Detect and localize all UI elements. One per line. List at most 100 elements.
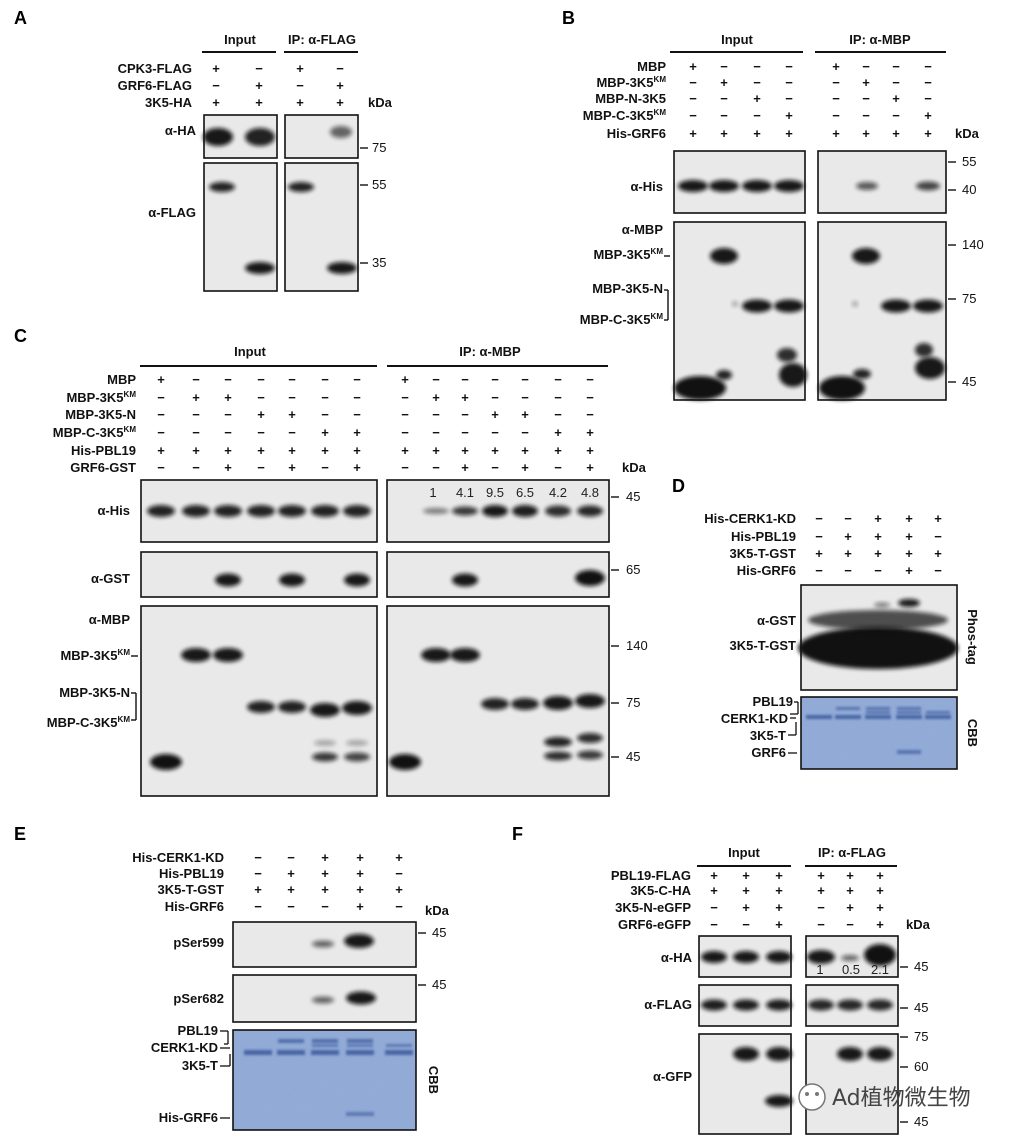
panel-a-sign: + [336, 95, 344, 110]
band [310, 703, 340, 717]
panel-f-sign: + [775, 900, 783, 915]
blot-c-gst-ip [386, 551, 610, 598]
band [898, 599, 920, 607]
quant-value: 2.1 [871, 962, 889, 977]
panel-c-sign: + [288, 443, 296, 458]
band [423, 508, 449, 514]
band [852, 248, 880, 264]
panel-letter-d: D [672, 476, 685, 496]
band [312, 752, 338, 762]
panel-a-row-label: 3K5-HA [145, 95, 193, 110]
panel-c-sign: − [401, 407, 409, 422]
panel-c-sign: − [491, 425, 499, 440]
panel-b-sign: − [720, 59, 728, 74]
cbb-label: PBL19 [753, 694, 793, 709]
band [867, 999, 893, 1011]
watermark-text: Ad植物微生物 [832, 1086, 971, 1111]
panel-c-sign: − [192, 372, 200, 387]
panel-f-sign: + [846, 868, 854, 883]
band [247, 701, 275, 713]
panel-c-sign: − [401, 425, 409, 440]
quant-value: 4.2 [549, 485, 567, 500]
panel-c-sign: + [192, 390, 200, 405]
blot-c-gst-input [140, 551, 378, 598]
panel-b-sign: + [689, 126, 697, 141]
band [916, 181, 940, 191]
panel-c-sign: + [521, 460, 529, 475]
panel-f-sign: + [710, 868, 718, 883]
band [278, 701, 306, 713]
panel-e-row-label: 3K5-T-GST [158, 882, 225, 897]
panel-b-sign: − [924, 75, 932, 90]
panel-c-sign: + [157, 443, 165, 458]
band [674, 376, 726, 400]
panel-b-sign: − [753, 75, 761, 90]
blot-label: α-GFP [653, 1069, 692, 1084]
panel-c-sign: + [192, 443, 200, 458]
band [247, 505, 275, 517]
panel-b-sign: − [785, 75, 793, 90]
panel-e-sign: + [356, 866, 364, 881]
band [841, 955, 859, 961]
band [701, 951, 727, 963]
group-label: IP: α-FLAG [818, 845, 886, 860]
panel-d-sign: + [815, 546, 823, 561]
band [312, 996, 334, 1004]
band-label: MBP-C-3K5KM [580, 312, 664, 327]
marker-label: 140 [626, 638, 648, 653]
panel-d-sign: − [874, 563, 882, 578]
band [342, 701, 372, 715]
band [182, 505, 210, 517]
side-label: Phos-tag [965, 609, 980, 665]
panel-d-sign: − [815, 563, 823, 578]
panel-c-sign: − [224, 425, 232, 440]
band [766, 999, 792, 1011]
panel-b-sign: − [720, 108, 728, 123]
panel-f-sign: − [742, 917, 750, 932]
panel-letter-a: A [14, 8, 27, 28]
panel-d-sign: + [905, 563, 913, 578]
panel-b-sign: − [892, 59, 900, 74]
panel-b-sign: + [924, 108, 932, 123]
panel-c-sign: − [461, 425, 469, 440]
panel-c-sign: − [554, 460, 562, 475]
band-label: MBP-C-3K5KM [47, 715, 131, 730]
panel-c-row-label: MBP-3K5-N [65, 407, 136, 422]
panel-e-sign: − [254, 899, 262, 914]
panel-f-sign: + [846, 883, 854, 898]
panel-c-sign: − [353, 407, 361, 422]
kda-label: kDa [622, 460, 647, 475]
band [733, 1047, 759, 1061]
blot-label: α-His [97, 503, 130, 518]
band [213, 648, 243, 662]
panel-c-sign: − [491, 390, 499, 405]
band [311, 505, 339, 517]
cbb-band [806, 715, 832, 719]
panel-c-sign: + [224, 443, 232, 458]
cbb-band [346, 1050, 374, 1055]
panel-f-sign: + [742, 900, 750, 915]
panel-f-sign: + [710, 883, 718, 898]
panel-a-row-label: GRF6-FLAG [118, 78, 192, 93]
cbb-band [926, 711, 950, 714]
panel-c-sign: + [157, 372, 165, 387]
band [389, 754, 421, 770]
panel-c-sign: − [521, 372, 529, 387]
cbb-label: GRF6 [751, 745, 786, 760]
panel-e-sign: − [287, 899, 295, 914]
panel-d-row-label: His-CERK1-KD [704, 511, 796, 526]
band [837, 1047, 863, 1061]
panel-e-sign: + [254, 882, 262, 897]
cbb-band [897, 707, 921, 710]
panel-c-sign: − [432, 372, 440, 387]
band [575, 694, 605, 708]
panel-d-row-label: His-PBL19 [731, 529, 796, 544]
band [577, 733, 603, 743]
band-label: MBP-3K5KM [60, 648, 130, 663]
panel-f-sign: + [742, 868, 750, 883]
panel-f-sign: − [817, 917, 825, 932]
band-label: MBP-3K5-N [592, 281, 663, 296]
band [577, 750, 603, 760]
quant-value: 1 [429, 485, 436, 500]
